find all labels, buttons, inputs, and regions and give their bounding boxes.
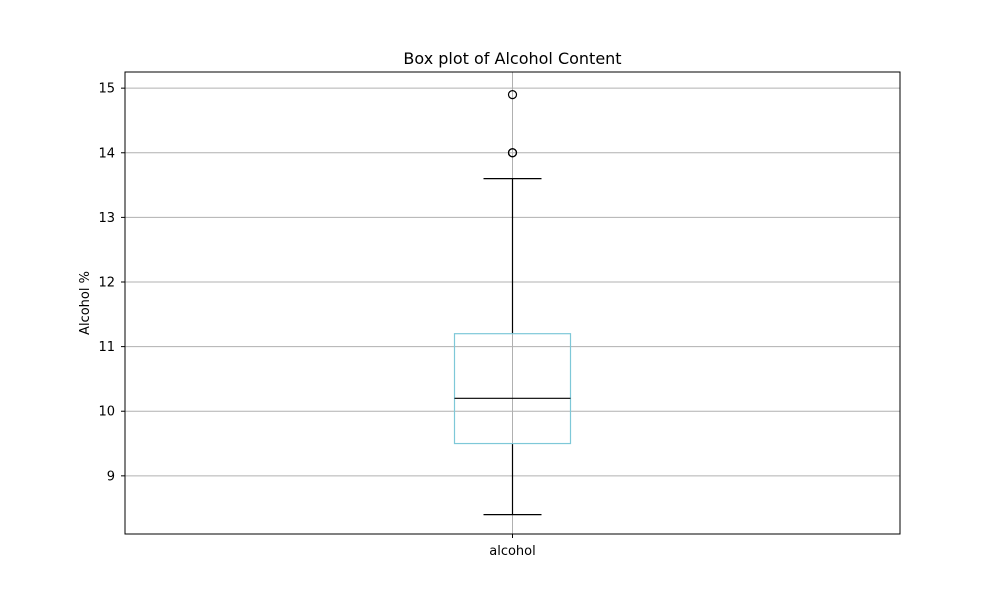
y-tick-label: 14 xyxy=(98,146,115,161)
y-tick-label: 10 xyxy=(98,405,115,420)
interquartile-box xyxy=(453,333,572,445)
y-tick-label: 9 xyxy=(107,469,115,484)
x-axis-ticks: alcohol xyxy=(489,534,536,559)
y-tick-label: 15 xyxy=(98,82,115,97)
outlier-point xyxy=(507,148,518,158)
x-tick-label-alcohol: alcohol xyxy=(489,544,535,559)
y-axis-ticks: 9 10 11 12 13 14 15 xyxy=(98,82,125,484)
chart-title: Box plot of Alcohol Content xyxy=(403,49,621,68)
y-tick-label: 13 xyxy=(98,211,115,226)
box-plot-series xyxy=(453,90,572,516)
y-tick-label: 12 xyxy=(98,276,115,291)
outlier-point xyxy=(507,90,518,100)
y-axis-label: Alcohol % xyxy=(78,271,93,335)
y-tick-label: 11 xyxy=(98,340,115,355)
